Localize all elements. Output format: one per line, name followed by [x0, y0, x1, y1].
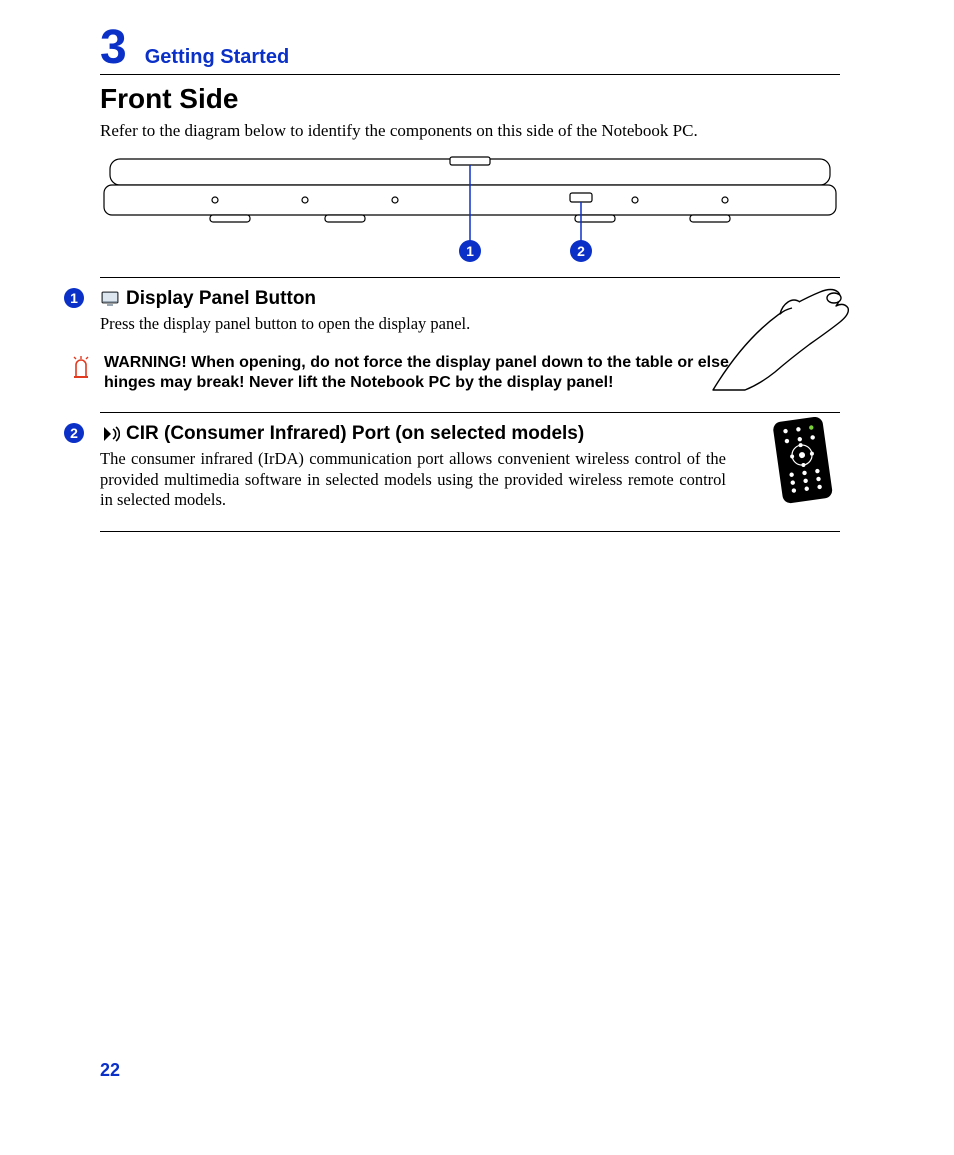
section-display-panel-button: 1 Display Panel Button Press the display…	[100, 288, 840, 394]
intro-text: Refer to the diagram below to identify t…	[100, 121, 840, 141]
diagram-callout-2: 2	[577, 243, 585, 259]
divider	[100, 412, 840, 413]
section-cir-port: 2 CIR (Consumer Infrared) Port (on selec…	[100, 423, 840, 511]
callout-2: 2	[64, 423, 84, 443]
hand-press-illustration	[710, 284, 850, 399]
section1-warning: WARNING! When opening, do not force the …	[104, 353, 764, 395]
infrared-icon	[100, 425, 120, 443]
chapter-number: 3	[100, 24, 127, 72]
divider	[100, 277, 840, 278]
section1-heading: Display Panel Button	[126, 288, 316, 310]
remote-control-illustration	[760, 417, 846, 512]
chapter-header: 3 Getting Started	[100, 24, 840, 75]
page-number: 22	[100, 1060, 120, 1081]
monitor-icon	[100, 291, 120, 307]
divider	[100, 531, 840, 532]
chapter-title: Getting Started	[145, 46, 289, 69]
callout-1: 1	[64, 288, 84, 308]
front-side-diagram: 1 2	[100, 155, 840, 267]
section2-body: The consumer infrared (IrDA) communicati…	[100, 449, 726, 511]
warning-icon	[70, 355, 96, 384]
diagram-callout-1: 1	[466, 243, 474, 259]
section2-heading: CIR (Consumer Infrared) Port (on selecte…	[126, 423, 584, 445]
page-title: Front Side	[100, 83, 840, 115]
section1-body: Press the display panel button to open t…	[100, 314, 680, 335]
